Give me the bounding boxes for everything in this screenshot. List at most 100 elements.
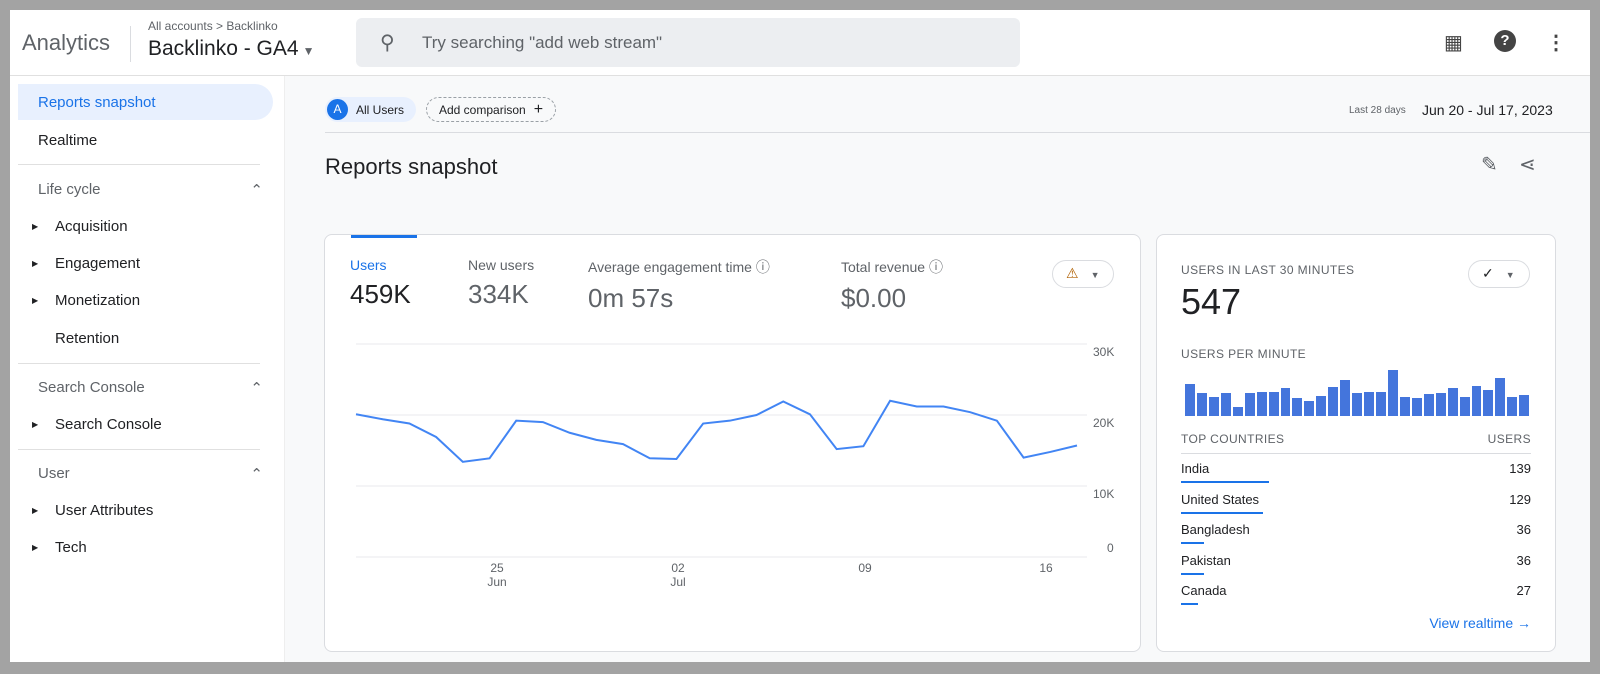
- sidebar: Reports snapshot Realtime Life cycle ⌃ ▶ A…: [10, 76, 285, 662]
- expand-arrow-icon: ▶: [32, 296, 39, 305]
- country-row[interactable]: Bangladesh 36: [1181, 522, 1531, 552]
- minute-bar: [1280, 388, 1291, 416]
- search-icon: ⚲: [380, 32, 395, 54]
- users-series-line: [355, 399, 1078, 463]
- customize-report-icon[interactable]: ✎: [1481, 154, 1498, 176]
- country-users: 129: [1509, 491, 1531, 507]
- country-row[interactable]: Canada 27: [1181, 583, 1531, 613]
- segment-label: All Users: [356, 102, 405, 117]
- x-tick: 02 Jul: [670, 561, 686, 589]
- country-users: 139: [1509, 461, 1531, 476]
- more-vert-icon[interactable]: ⋮: [1546, 32, 1566, 54]
- minute-bar: [1376, 391, 1386, 416]
- metric-avg-engagement-time[interactable]: Average engagement time ⓘ 0m 57s: [588, 257, 770, 314]
- app-name: Analytics: [22, 30, 111, 55]
- apps-grid-icon[interactable]: ▦: [1444, 32, 1463, 54]
- segment-chip-all-users[interactable]: A All Users: [325, 97, 417, 122]
- view-realtime-link[interactable]: View realtime →: [1429, 615, 1531, 631]
- share-icon[interactable]: ⋖: [1519, 154, 1536, 176]
- caret-down-icon: ▼: [302, 44, 315, 58]
- minute-bar: [1208, 396, 1219, 416]
- sidebar-item-realtime[interactable]: Realtime: [38, 131, 98, 149]
- breadcrumb[interactable]: All accounts > Backlinko: [148, 19, 278, 33]
- users-header: USERS: [1487, 432, 1531, 446]
- divider: [130, 26, 131, 62]
- country-bar: [1181, 511, 1263, 514]
- metric-users[interactable]: Users 459K: [350, 257, 411, 310]
- analytics-app: Analytics All accounts > Backlinko Backl…: [10, 10, 1590, 662]
- date-range-picker[interactable]: Jun 20 - Jul 17, 2023: [1422, 102, 1553, 118]
- minute-bar: [1244, 392, 1255, 416]
- minute-bar: [1292, 397, 1303, 416]
- realtime-card: USERS IN LAST 30 MINUTES ✓ ▼ 547 USERS PE…: [1156, 234, 1556, 652]
- sidebar-item-retention[interactable]: Retention: [32, 330, 119, 347]
- plus-icon: +: [533, 100, 544, 118]
- country-row[interactable]: Pakistan 36: [1181, 553, 1531, 583]
- section-user[interactable]: User ⌃: [38, 465, 263, 483]
- help-circle-icon[interactable]: ⓘ: [755, 259, 770, 275]
- country-users: 36: [1516, 552, 1531, 568]
- minute-bar: [1185, 384, 1195, 416]
- metric-new-users[interactable]: New users 334K: [468, 257, 534, 310]
- sidebar-item-user-attributes[interactable]: ▶ User Attributes: [32, 502, 153, 519]
- country-row[interactable]: India 139: [1181, 461, 1531, 491]
- realtime-title: USERS IN LAST 30 MINUTES: [1181, 263, 1355, 277]
- realtime-status-dropdown[interactable]: ✓ ▼: [1468, 260, 1530, 288]
- item-label: Retention: [55, 330, 120, 347]
- metric-value: 459K: [350, 279, 411, 309]
- property-name: Backlinko - GA4: [148, 37, 299, 60]
- country-bar: [1181, 542, 1204, 544]
- sidebar-item-acquisition[interactable]: ▶ Acquisition: [32, 218, 128, 235]
- minute-bar: [1507, 397, 1518, 416]
- metric-label: New users: [468, 257, 535, 273]
- sidebar-item-search-console[interactable]: ▶ Search Console: [32, 416, 162, 433]
- country-name: Canada: [1181, 583, 1227, 598]
- section-label: Life cycle: [38, 181, 101, 198]
- minute-bar: [1364, 391, 1374, 416]
- property-selector[interactable]: Backlinko - GA4 ▼: [148, 37, 314, 61]
- insights-dropdown[interactable]: ⚠ ▼: [1052, 260, 1114, 288]
- divider: [18, 164, 260, 165]
- minute-bar: [1232, 406, 1243, 416]
- sidebar-item-monetization[interactable]: ▶ Monetization: [32, 292, 140, 309]
- metric-label: Users: [350, 257, 387, 273]
- per-minute-label: USERS PER MINUTE: [1181, 347, 1307, 361]
- top-bar: Analytics All accounts > Backlinko Backl…: [10, 10, 1590, 76]
- section-life-cycle[interactable]: Life cycle ⌃: [38, 181, 263, 199]
- section-search-console[interactable]: Search Console ⌃: [38, 379, 263, 397]
- sidebar-item-engagement[interactable]: ▶ Engagement: [32, 255, 140, 272]
- minute-bar: [1399, 396, 1410, 416]
- item-label: Engagement: [55, 255, 141, 272]
- y-tick: 10K: [1093, 487, 1115, 501]
- metric-total-revenue[interactable]: Total revenue ⓘ $0.00: [841, 257, 943, 314]
- minute-bar: [1495, 378, 1506, 416]
- sidebar-item-tech[interactable]: ▶ Tech: [32, 539, 87, 556]
- y-tick: 30K: [1093, 345, 1115, 359]
- country-row[interactable]: United States 129: [1181, 492, 1531, 522]
- country-bar: [1181, 481, 1269, 483]
- minute-bar: [1268, 391, 1279, 416]
- country-name: United States: [1181, 491, 1260, 507]
- segment-avatar: A: [327, 99, 348, 120]
- country-bar: [1181, 603, 1199, 605]
- item-label: Acquisition: [55, 218, 128, 235]
- help-circle-icon[interactable]: ⓘ: [928, 259, 943, 275]
- caret-down-icon: ▼: [1505, 270, 1515, 280]
- arrow-right-icon: →: [1517, 615, 1531, 631]
- expand-arrow-icon: ▶: [32, 543, 39, 552]
- minute-bar: [1328, 386, 1339, 416]
- help-icon[interactable]: ?: [1494, 30, 1516, 52]
- minute-bar: [1459, 396, 1470, 416]
- add-comparison-button[interactable]: Add comparison +: [426, 97, 557, 122]
- search-input[interactable]: ⚲ Try searching "add web stream": [356, 18, 1020, 67]
- divider: [1181, 453, 1531, 454]
- minute-bar: [1352, 392, 1363, 416]
- warning-icon: ⚠: [1066, 265, 1079, 281]
- sidebar-item-reports-snapshot[interactable]: Reports snapshot: [18, 84, 273, 120]
- country-name: India: [1181, 461, 1210, 476]
- country-bar: [1181, 572, 1204, 575]
- country-name: Pakistan: [1181, 552, 1231, 568]
- metric-value: $0.00: [841, 283, 907, 313]
- minute-bar: [1256, 391, 1267, 416]
- expand-arrow-icon: ▶: [32, 506, 39, 515]
